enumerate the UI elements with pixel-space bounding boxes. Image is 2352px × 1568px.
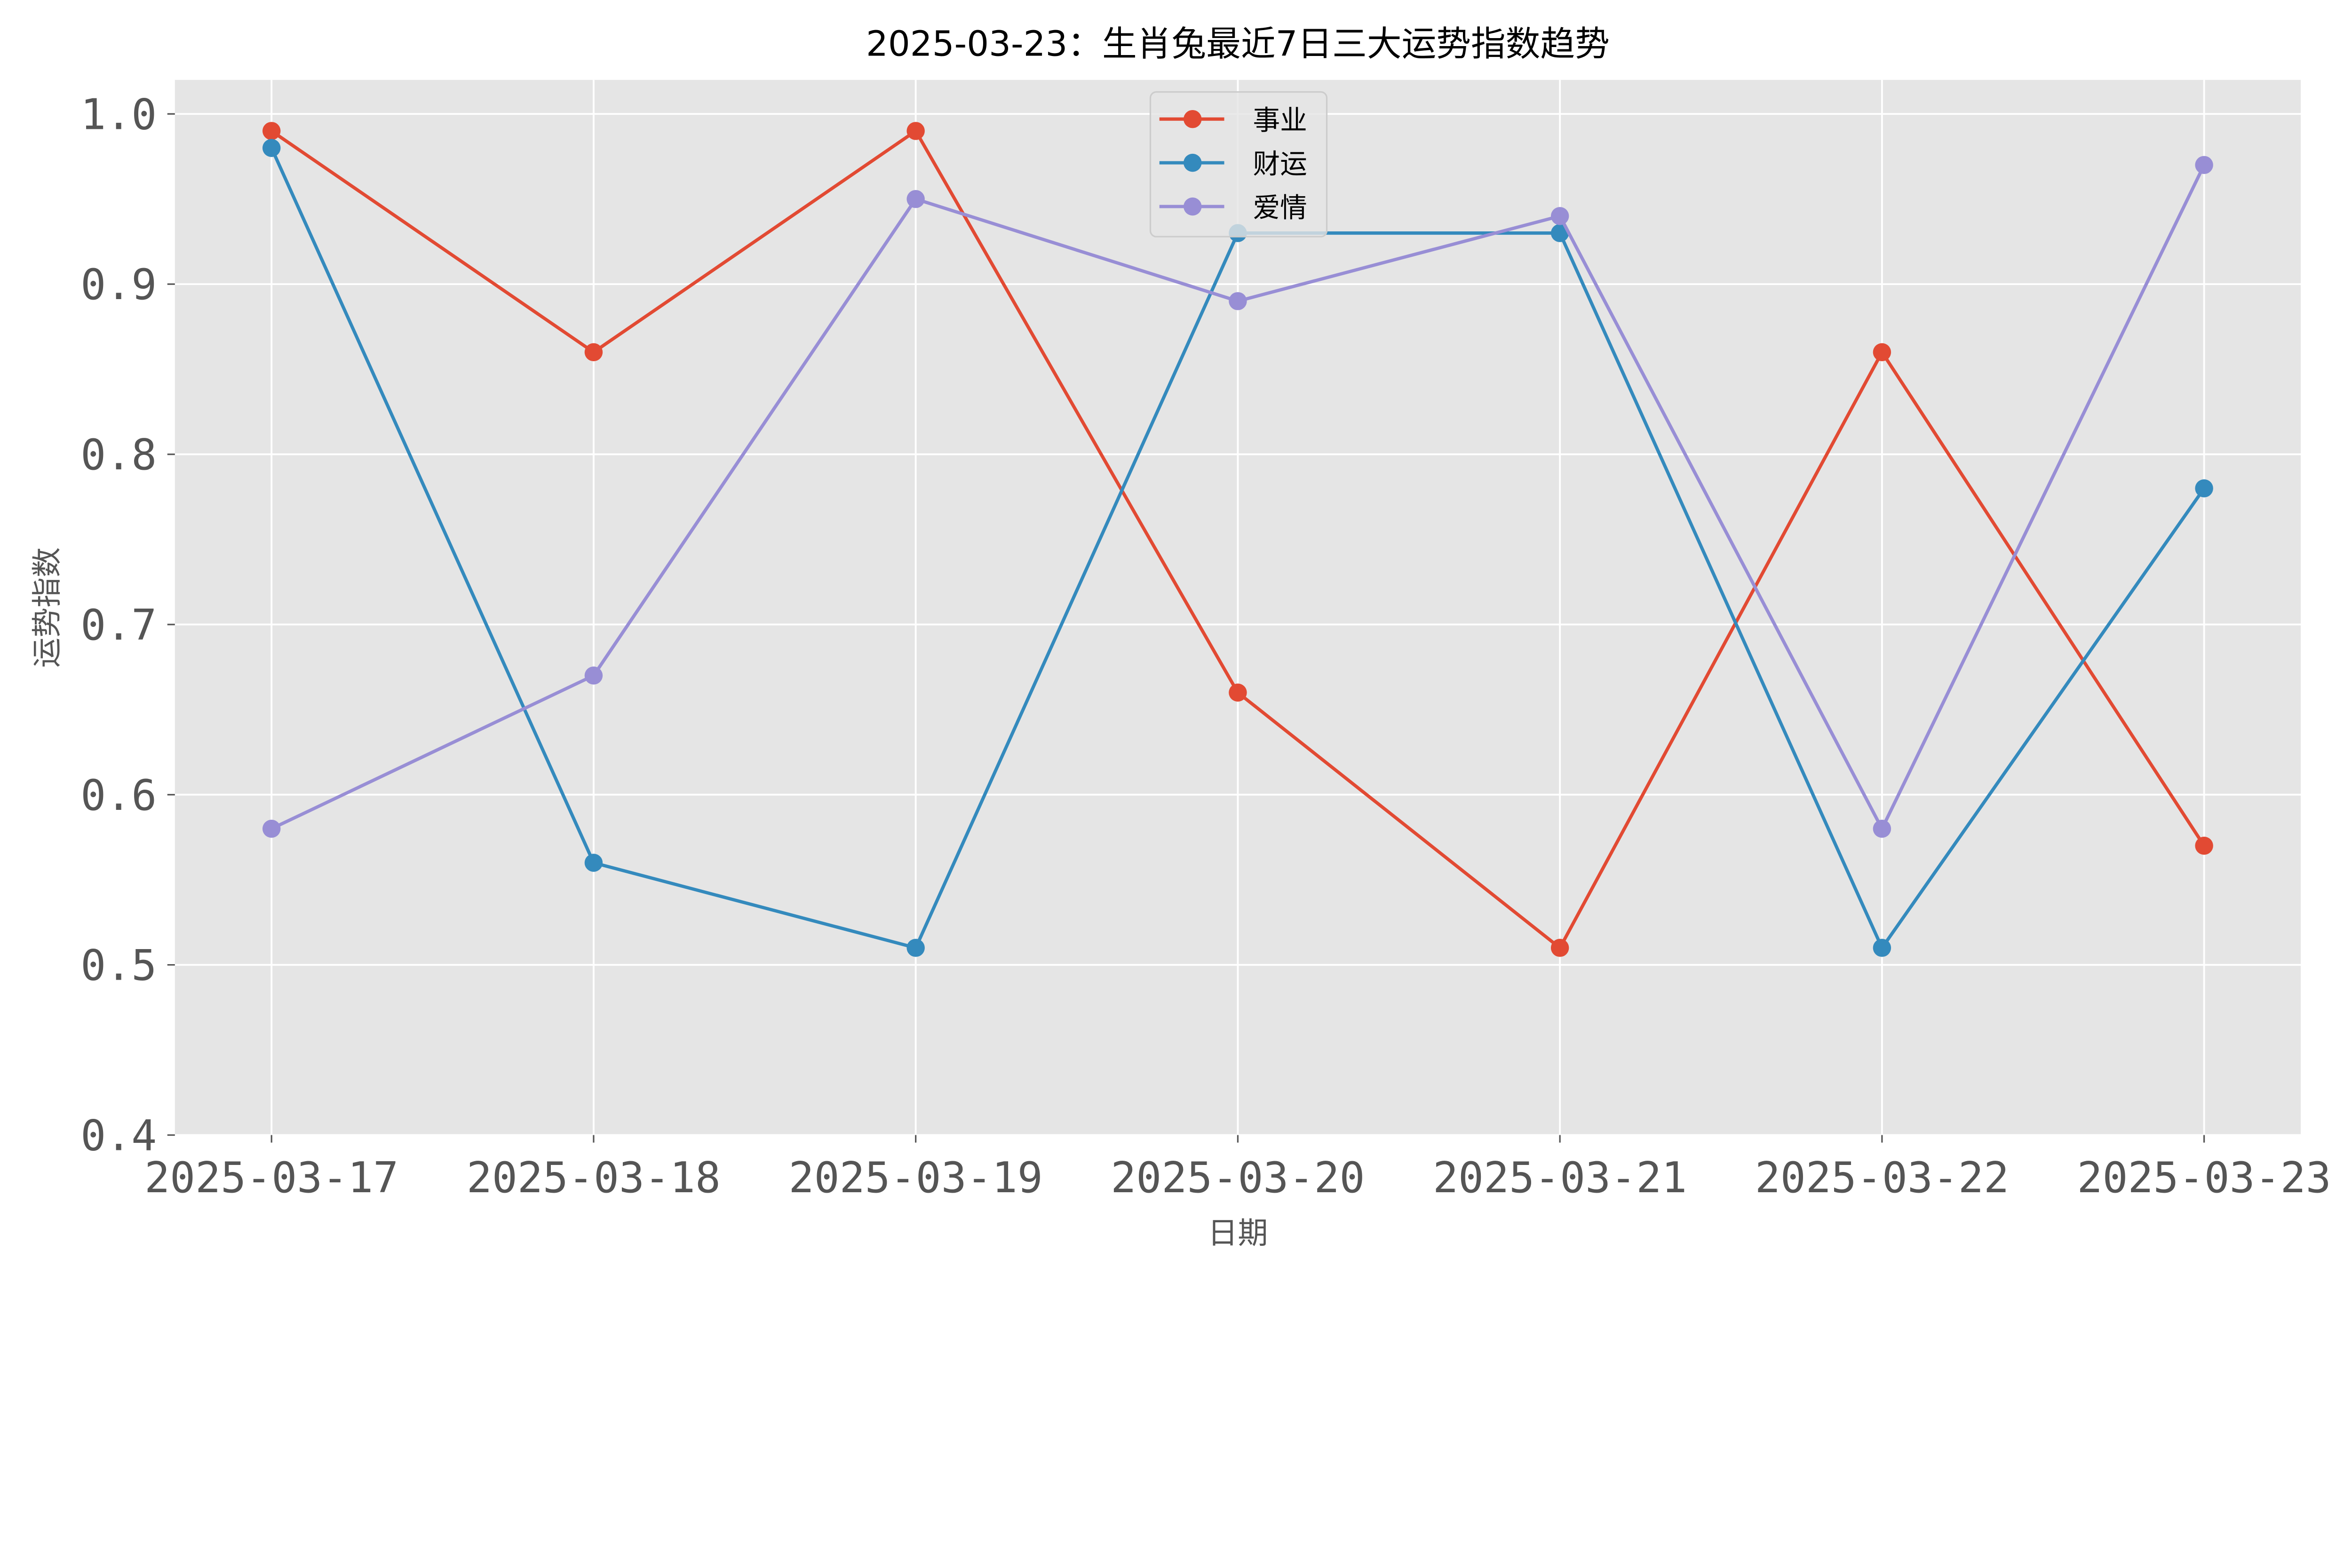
x-tick-label: 2025-03-21 (1433, 1154, 1687, 1203)
x-tick-label: 2025-03-19 (789, 1154, 1043, 1203)
x-axis-label: 日期 (1208, 1216, 1268, 1251)
data-point (262, 122, 281, 140)
data-point (1229, 292, 1247, 310)
y-tick-label: 0.8 (80, 431, 157, 480)
grid (175, 79, 2301, 1136)
legend-marker (1184, 110, 1202, 128)
y-tick-label: 0.4 (80, 1112, 157, 1161)
data-point (1550, 224, 1569, 242)
legend-label: 财运 (1253, 148, 1307, 180)
legend-marker (1184, 197, 1202, 216)
x-tick-label: 2025-03-18 (467, 1154, 721, 1203)
data-point (2195, 837, 2213, 855)
data-point (906, 190, 925, 208)
chart-title: 2025-03-23：生肖兔最近7日三大运势指数趋势 (866, 24, 1610, 64)
data-point (2195, 156, 2213, 174)
y-tick-label: 0.9 (80, 261, 157, 309)
x-tick-label: 2025-03-23 (2077, 1154, 2331, 1203)
y-tick-label: 0.6 (80, 771, 157, 820)
data-point (1873, 343, 1891, 362)
data-point (584, 854, 603, 872)
x-tick-label: 2025-03-20 (1111, 1154, 1365, 1203)
y-tick-label: 1.0 (80, 90, 157, 139)
axis-ticks: 0.4 0.5 0.6 0.7 0.8 0.9 1.0 2025-03-17 2025-03-1… (80, 90, 2331, 1203)
data-point (262, 819, 281, 838)
legend-label: 事业 (1253, 104, 1307, 136)
data-point (1229, 683, 1247, 702)
y-tick-label: 0.5 (80, 942, 157, 990)
y-tick-label: 0.7 (80, 601, 157, 650)
data-point (584, 666, 603, 685)
x-tick-label: 2025-03-17 (144, 1154, 398, 1203)
y-axis-label: 运势指数 (30, 547, 65, 667)
series-1 (262, 122, 2213, 957)
legend-marker (1184, 153, 1202, 172)
data-point (584, 343, 603, 362)
data-point (1550, 207, 1569, 225)
data-point (262, 139, 281, 157)
series-3 (262, 156, 2213, 838)
data-point (906, 122, 925, 140)
data-point (1550, 939, 1569, 957)
legend-label: 爱情 (1253, 192, 1307, 224)
series-lines (262, 122, 2213, 957)
x-tick-label: 2025-03-22 (1755, 1154, 2009, 1203)
data-point (2195, 479, 2213, 498)
data-point (906, 939, 925, 957)
line-chart: 2025-03-23：生肖兔最近7日三大运势指数趋势 0.40.50.60.70… (30, 24, 2331, 1251)
data-point (1873, 939, 1891, 957)
data-point (1873, 819, 1891, 838)
